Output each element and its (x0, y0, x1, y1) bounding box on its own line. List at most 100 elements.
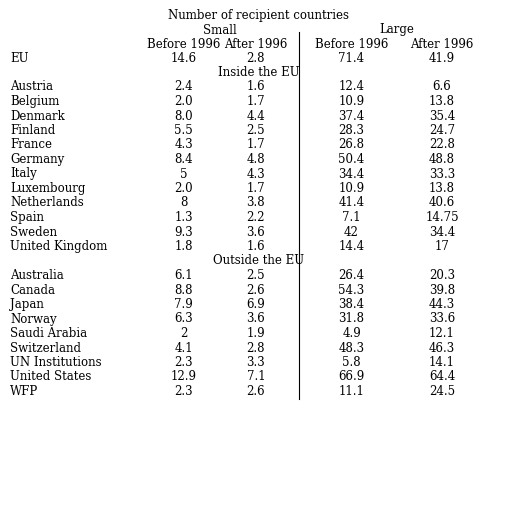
Text: 4.3: 4.3 (247, 167, 265, 180)
Text: 24.7: 24.7 (429, 124, 455, 137)
Text: 3.3: 3.3 (247, 356, 265, 369)
Text: 1.7: 1.7 (247, 182, 265, 195)
Text: 2.2: 2.2 (247, 211, 265, 224)
Text: 31.8: 31.8 (339, 312, 364, 326)
Text: 2.0: 2.0 (174, 95, 193, 108)
Text: 8: 8 (180, 197, 187, 209)
Text: 2.8: 2.8 (247, 341, 265, 355)
Text: 33.6: 33.6 (429, 312, 455, 326)
Text: 2.0: 2.0 (174, 182, 193, 195)
Text: 1.9: 1.9 (247, 327, 265, 340)
Text: 48.8: 48.8 (429, 153, 455, 166)
Text: 1.8: 1.8 (174, 240, 193, 253)
Text: 4.9: 4.9 (342, 327, 361, 340)
Text: 8.4: 8.4 (174, 153, 193, 166)
Text: 34.4: 34.4 (429, 226, 455, 238)
Text: 2.6: 2.6 (247, 385, 265, 398)
Text: 7.9: 7.9 (174, 298, 193, 311)
Text: Before 1996: Before 1996 (315, 37, 388, 50)
Text: 17: 17 (435, 240, 449, 253)
Text: Small: Small (203, 24, 237, 36)
Text: 46.3: 46.3 (429, 341, 455, 355)
Text: Australia: Australia (10, 269, 64, 282)
Text: 50.4: 50.4 (339, 153, 364, 166)
Text: Austria: Austria (10, 80, 53, 94)
Text: 39.8: 39.8 (429, 284, 455, 297)
Text: 2.4: 2.4 (174, 80, 193, 94)
Text: Inside the EU: Inside the EU (218, 66, 299, 79)
Text: 12.1: 12.1 (429, 327, 455, 340)
Text: 26.4: 26.4 (339, 269, 364, 282)
Text: 10.9: 10.9 (339, 95, 364, 108)
Text: 3.8: 3.8 (247, 197, 265, 209)
Text: 11.1: 11.1 (339, 385, 364, 398)
Text: Luxembourg: Luxembourg (10, 182, 86, 195)
Text: EU: EU (10, 52, 29, 65)
Text: Large: Large (379, 24, 414, 36)
Text: 7.1: 7.1 (342, 211, 361, 224)
Text: 1.3: 1.3 (174, 211, 193, 224)
Text: 5.8: 5.8 (342, 356, 361, 369)
Text: 66.9: 66.9 (339, 370, 364, 383)
Text: Before 1996: Before 1996 (147, 37, 220, 50)
Text: 13.8: 13.8 (429, 182, 455, 195)
Text: Spain: Spain (10, 211, 44, 224)
Text: Switzerland: Switzerland (10, 341, 81, 355)
Text: 10.9: 10.9 (339, 182, 364, 195)
Text: 48.3: 48.3 (339, 341, 364, 355)
Text: 71.4: 71.4 (339, 52, 364, 65)
Text: 12.4: 12.4 (339, 80, 364, 94)
Text: 9.3: 9.3 (174, 226, 193, 238)
Text: 2.8: 2.8 (247, 52, 265, 65)
Text: 3.6: 3.6 (247, 226, 265, 238)
Text: Belgium: Belgium (10, 95, 60, 108)
Text: 1.7: 1.7 (247, 138, 265, 151)
Text: 4.8: 4.8 (247, 153, 265, 166)
Text: 13.8: 13.8 (429, 95, 455, 108)
Text: 6.3: 6.3 (174, 312, 193, 326)
Text: 1.6: 1.6 (247, 240, 265, 253)
Text: 38.4: 38.4 (339, 298, 364, 311)
Text: 14.75: 14.75 (425, 211, 459, 224)
Text: Finland: Finland (10, 124, 56, 137)
Text: 41.9: 41.9 (429, 52, 455, 65)
Text: France: France (10, 138, 52, 151)
Text: 12.9: 12.9 (171, 370, 196, 383)
Text: 20.3: 20.3 (429, 269, 455, 282)
Text: 33.3: 33.3 (429, 167, 455, 180)
Text: WFP: WFP (10, 385, 39, 398)
Text: 64.4: 64.4 (429, 370, 455, 383)
Text: 6.9: 6.9 (247, 298, 265, 311)
Text: 28.3: 28.3 (339, 124, 364, 137)
Text: United States: United States (10, 370, 92, 383)
Text: UN Institutions: UN Institutions (10, 356, 102, 369)
Text: 14.1: 14.1 (429, 356, 455, 369)
Text: 5.5: 5.5 (174, 124, 193, 137)
Text: Canada: Canada (10, 284, 55, 297)
Text: 8.0: 8.0 (174, 109, 193, 123)
Text: Norway: Norway (10, 312, 57, 326)
Text: 3.6: 3.6 (247, 312, 265, 326)
Text: 14.6: 14.6 (171, 52, 196, 65)
Text: 14.4: 14.4 (339, 240, 364, 253)
Text: 2: 2 (180, 327, 187, 340)
Text: 2.6: 2.6 (247, 284, 265, 297)
Text: Germany: Germany (10, 153, 65, 166)
Text: 8.8: 8.8 (174, 284, 193, 297)
Text: Denmark: Denmark (10, 109, 65, 123)
Text: 1.7: 1.7 (247, 95, 265, 108)
Text: 54.3: 54.3 (339, 284, 364, 297)
Text: Outside the EU: Outside the EU (213, 255, 304, 268)
Text: 42: 42 (344, 226, 359, 238)
Text: 4.3: 4.3 (174, 138, 193, 151)
Text: 4.4: 4.4 (247, 109, 265, 123)
Text: 4.1: 4.1 (174, 341, 193, 355)
Text: 35.4: 35.4 (429, 109, 455, 123)
Text: Japan: Japan (10, 298, 44, 311)
Text: 26.8: 26.8 (339, 138, 364, 151)
Text: 2.3: 2.3 (174, 356, 193, 369)
Text: Saudi Arabia: Saudi Arabia (10, 327, 87, 340)
Text: 5: 5 (180, 167, 187, 180)
Text: Netherlands: Netherlands (10, 197, 84, 209)
Text: Italy: Italy (10, 167, 37, 180)
